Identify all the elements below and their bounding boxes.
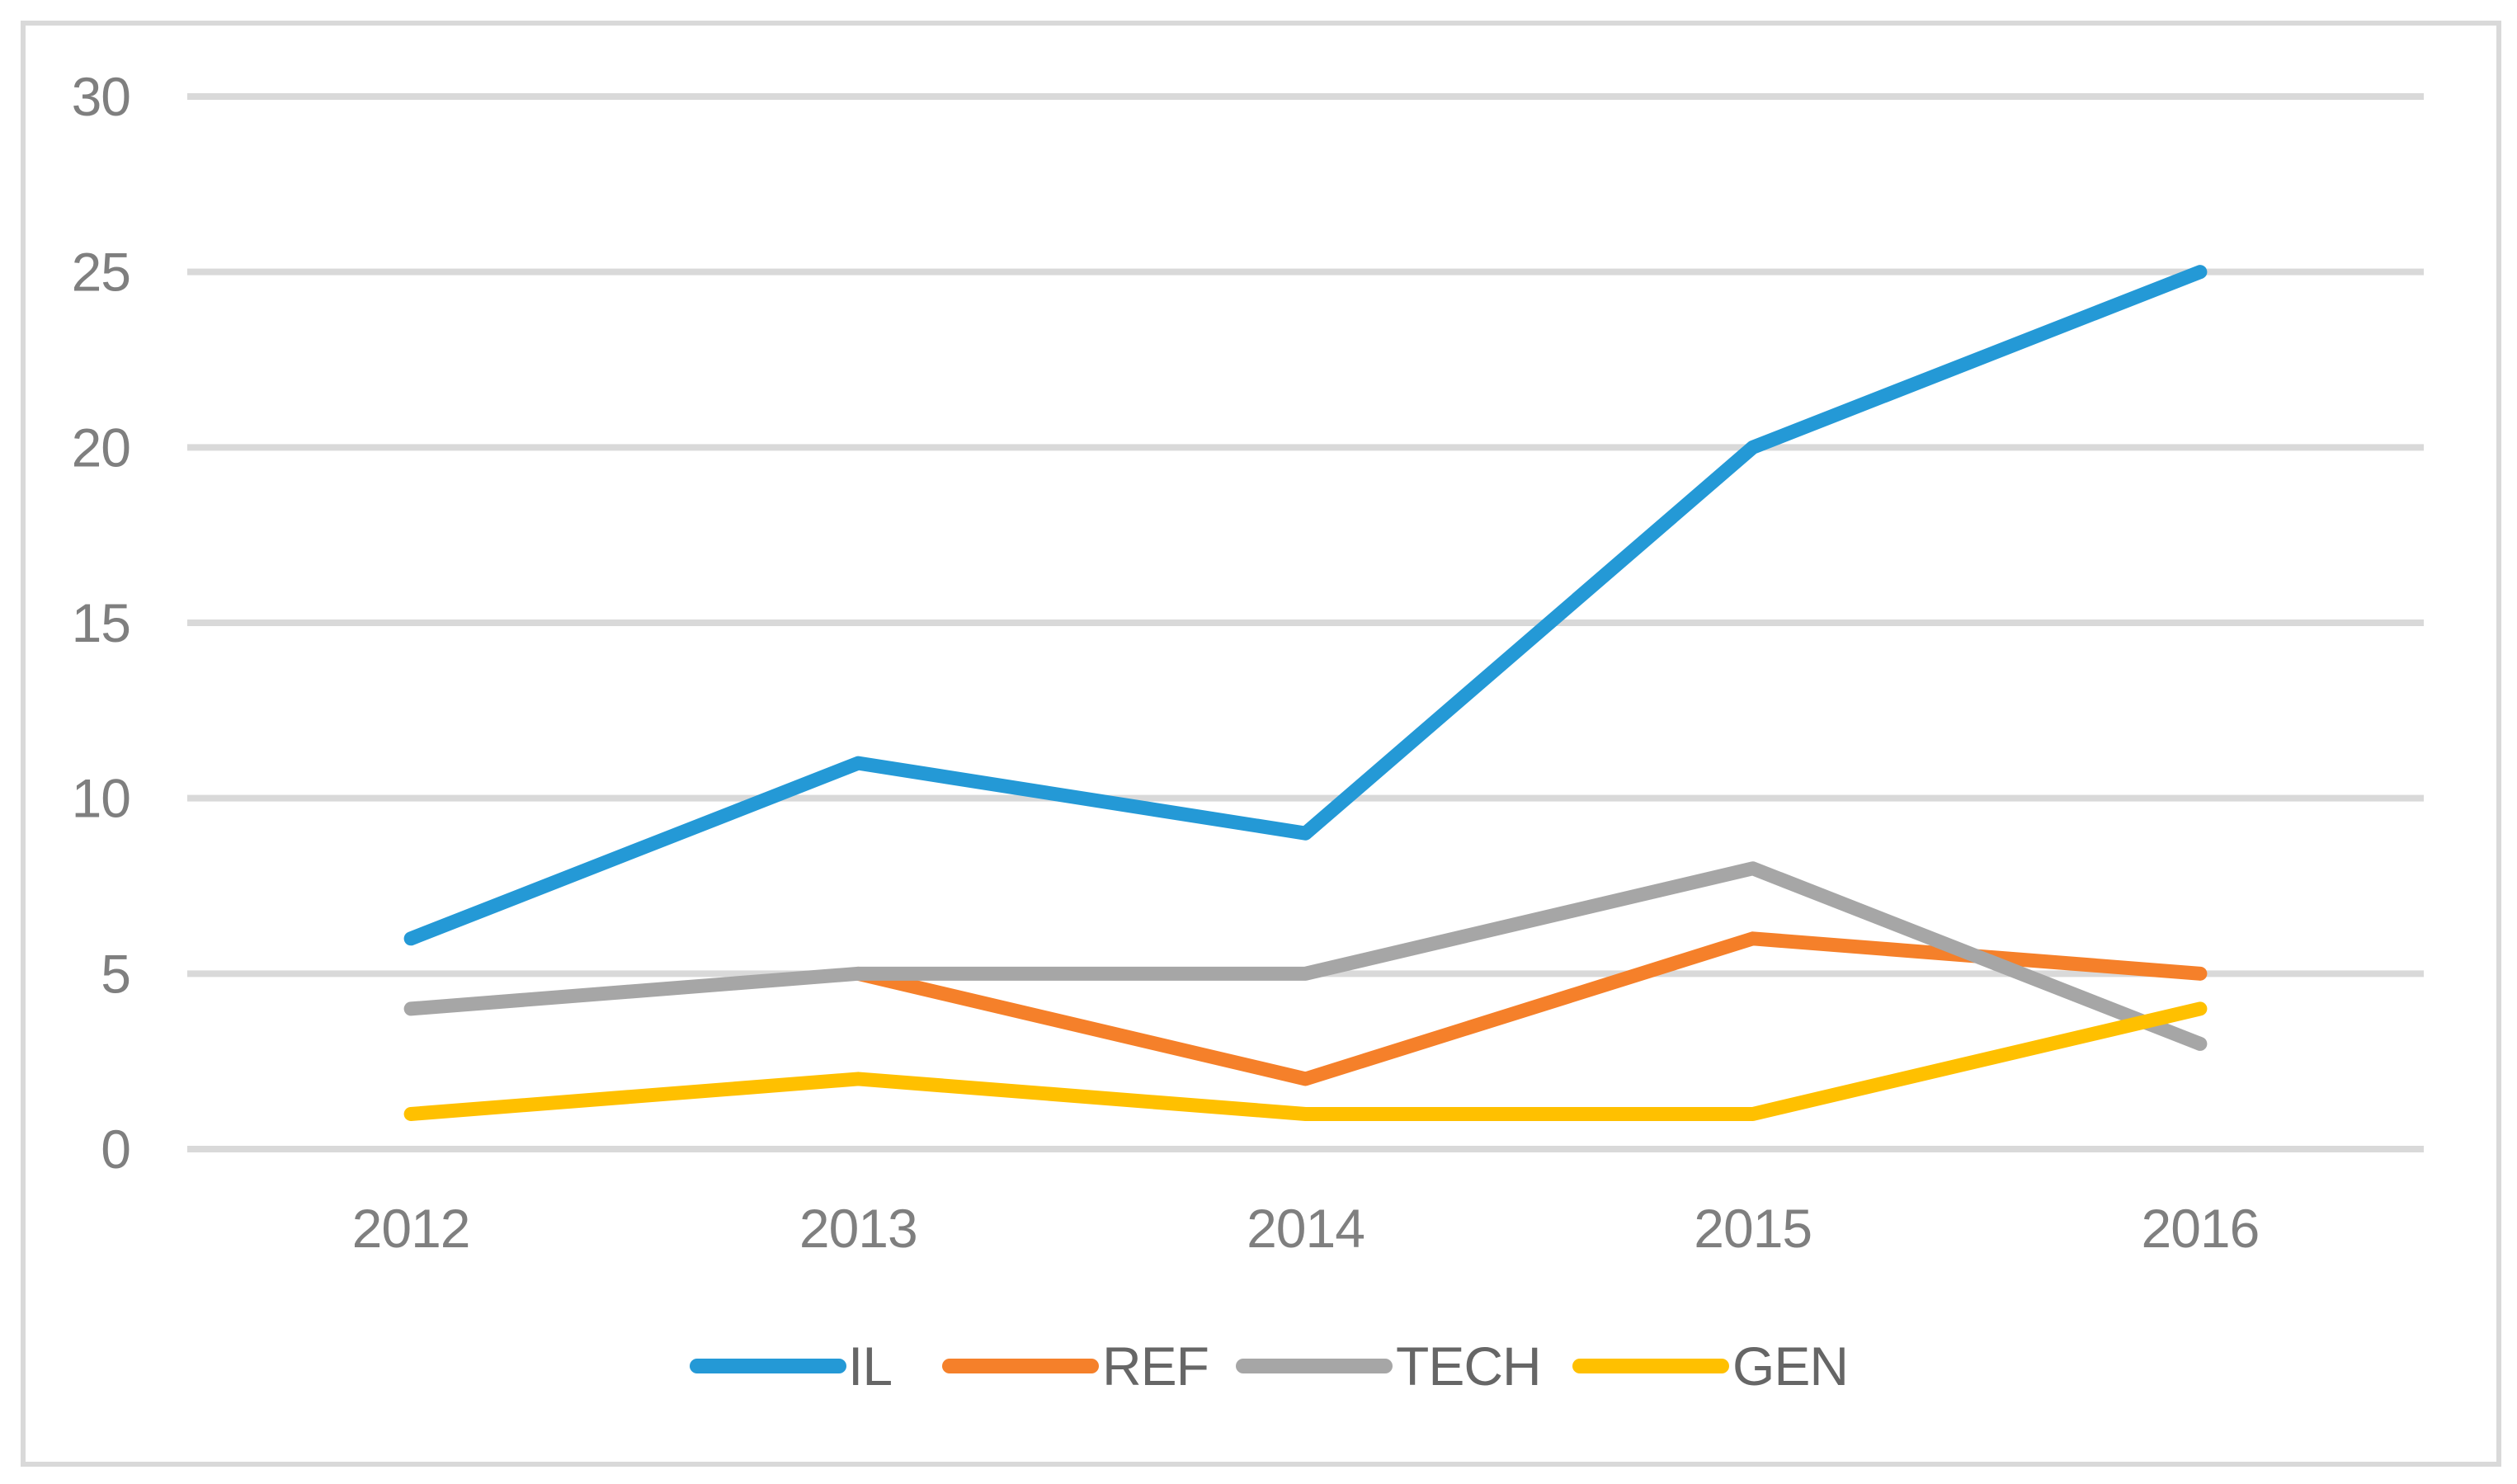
y-axis-tick-label: 30 — [72, 66, 130, 127]
legend-label-gen: GEN — [1732, 1336, 1848, 1397]
y-axis-tick-label: 10 — [72, 768, 130, 829]
y-axis-tick-label: 0 — [101, 1119, 130, 1180]
chart-border — [21, 21, 2501, 1467]
x-axis-tick-label: 2016 — [2141, 1198, 2259, 1259]
y-axis-tick-label: 15 — [72, 592, 130, 653]
x-axis-tick-label: 2013 — [799, 1198, 917, 1259]
y-axis-tick-label: 20 — [72, 417, 130, 478]
x-axis-tick-label: 2015 — [1694, 1198, 1812, 1259]
y-axis-tick-label: 5 — [101, 943, 130, 1004]
x-axis-tick-label: 2014 — [1247, 1198, 1365, 1259]
x-axis-tick-label: 2012 — [352, 1198, 470, 1259]
legend-label-il: IL — [848, 1336, 892, 1397]
legend-label-tech: TECH — [1396, 1336, 1541, 1397]
y-axis-tick-label: 25 — [72, 242, 130, 303]
series-line-il — [403, 265, 2208, 946]
series-line-tech — [403, 861, 2208, 1051]
legend-label-ref: REF — [1102, 1336, 1209, 1397]
series-line-gen — [403, 1001, 2208, 1121]
